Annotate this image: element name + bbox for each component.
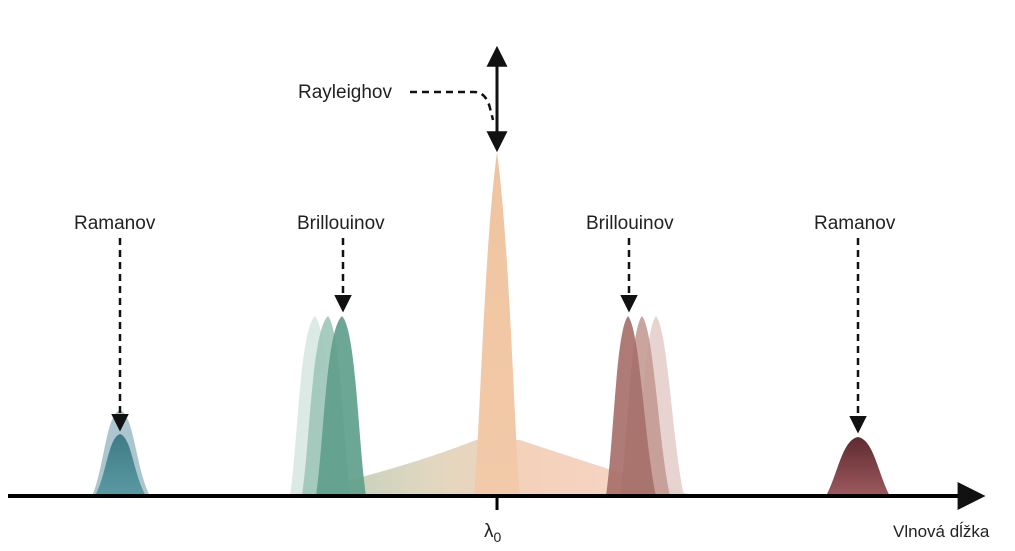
rayleigh-peak [474,152,520,496]
raman-right-peak [826,437,890,496]
brillouin-left-peak-3 [316,316,366,496]
center-wavelength-subscript: 0 [494,529,502,545]
brillouin-right-peak-1 [606,316,656,496]
brillouin-left-peaks [290,316,366,496]
raman-left-peak [92,410,150,496]
raman-left-peak-main [95,434,146,496]
center-wavelength-label: λ0 [484,521,502,545]
x-axis-label: Vlnová dĺžka [893,522,990,541]
raman-right-label: Ramanov [814,213,896,234]
brillouin-right-label: Brillouinov [586,213,674,234]
brillouin-right-peaks [606,316,684,496]
brillouin-left-label: Brillouinov [297,213,385,234]
rayleigh-label: Rayleighov [298,82,392,103]
rayleigh-leader-line [410,90,495,121]
raman-left-label: Ramanov [74,213,156,234]
center-wavelength-symbol: λ [484,521,494,542]
